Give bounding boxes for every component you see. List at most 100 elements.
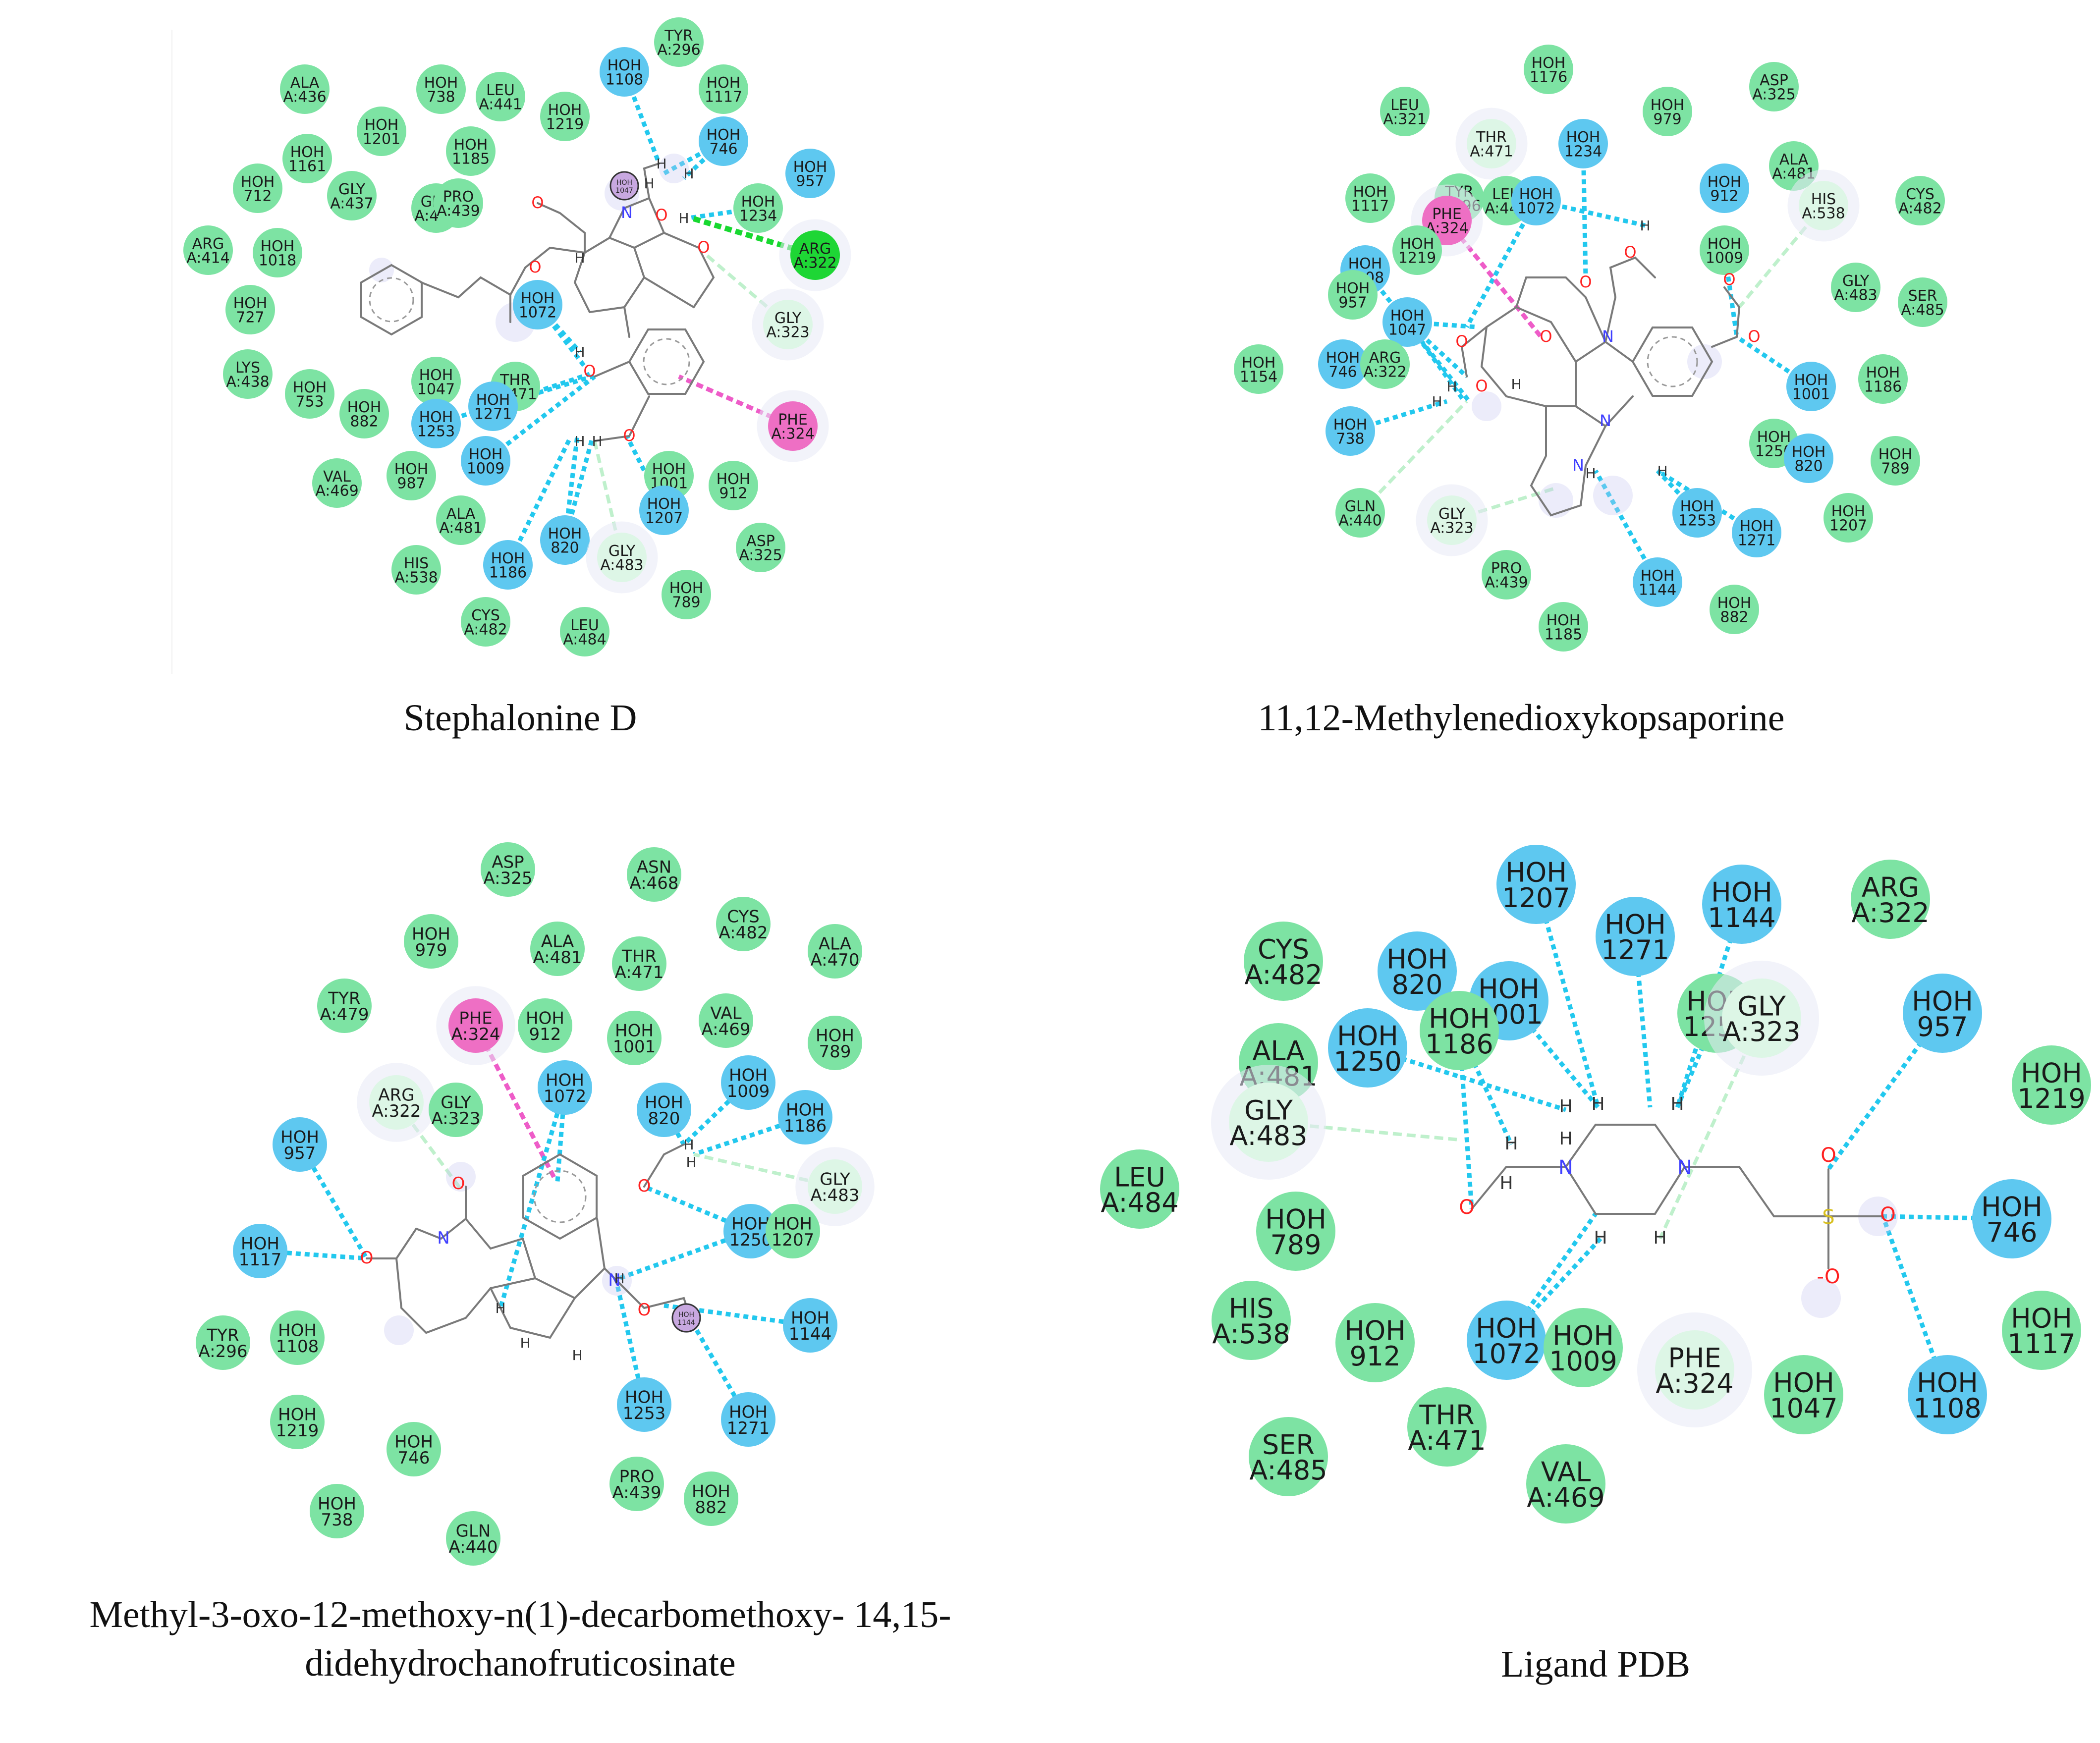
- residue-disc: [310, 1484, 364, 1538]
- residue-disc: [654, 17, 704, 67]
- residue-disc: [699, 64, 748, 114]
- residue-number: 1186: [1864, 379, 1902, 396]
- residue-number: A:325: [739, 547, 782, 564]
- residue-number: A:485: [1901, 302, 1944, 319]
- residue-number: A:482: [464, 621, 507, 639]
- atom-label-o: O: [1459, 1196, 1474, 1219]
- residue-number: A:483: [810, 1186, 859, 1205]
- residue-disc: [357, 107, 406, 156]
- residue-name: HOH: [791, 1308, 829, 1328]
- residue-number: A:439: [612, 1483, 661, 1503]
- residue-disc: [1539, 602, 1588, 652]
- residue-disc: [639, 486, 689, 535]
- residue-disc: [476, 72, 525, 121]
- residue-disc: [434, 178, 483, 228]
- residue-disc: [317, 979, 372, 1033]
- residue-number: A:437: [330, 195, 373, 213]
- atom-label-o: O: [1475, 377, 1488, 395]
- residue-name: ARG: [192, 235, 224, 253]
- residue-name: HOH: [1740, 518, 1774, 535]
- residue-name: HOH: [1265, 1204, 1326, 1235]
- residue-name: ARG: [1369, 349, 1401, 367]
- residue-name: TYR: [664, 27, 693, 45]
- atom-label-n: N: [1600, 411, 1611, 430]
- residue-name: HIS: [1229, 1293, 1274, 1324]
- residue-disc: [1234, 344, 1283, 394]
- atom-label-o: O: [1624, 243, 1636, 262]
- residue-disc: [1467, 1301, 1546, 1380]
- interaction-line: [1405, 321, 1466, 403]
- aromatic-ring-marker: [369, 277, 414, 323]
- residue-disc: [448, 998, 503, 1053]
- residue-number: 1219: [2017, 1083, 2085, 1114]
- residue-disc: [662, 570, 711, 619]
- residue-disc: [530, 922, 585, 976]
- caption-methyl-oxo-compound: Methyl-3-oxo-12-methoxy-n(1)-decarbometh…: [0, 1590, 1041, 1688]
- atom-label-h: H: [614, 1270, 624, 1287]
- residue-disc: [627, 847, 681, 902]
- interaction-line: [1367, 1045, 1567, 1112]
- interaction-line: [1504, 1212, 1598, 1342]
- residue-name: HOH: [692, 1482, 730, 1502]
- interaction-line: [693, 1152, 835, 1189]
- residue-name: HOH: [548, 525, 582, 543]
- residue-name: HIS: [1811, 191, 1836, 208]
- residue-name: HOH: [1242, 354, 1276, 372]
- residue-disc: [196, 1315, 250, 1370]
- residue-number: A:538: [1802, 205, 1845, 222]
- bridge-top: [643, 163, 660, 199]
- residue-name: HOH: [365, 116, 399, 134]
- atom-label-h: H: [1653, 1228, 1666, 1248]
- residue-disc: [721, 1392, 775, 1447]
- residue-name: HOH: [1348, 255, 1382, 272]
- residue-number: 1117: [2007, 1328, 2075, 1360]
- interaction-line: [618, 1229, 752, 1281]
- atom-label-h: H: [1499, 1173, 1513, 1194]
- residue-name: ALA: [446, 505, 476, 523]
- atom-label-h: H: [572, 1347, 582, 1363]
- residue-number: 738: [427, 89, 455, 106]
- residue-number: 1253: [1678, 512, 1716, 530]
- interaction-line: [1735, 335, 1813, 388]
- residue-name: HOH: [1532, 54, 1566, 72]
- residue-name: HOH: [419, 367, 453, 384]
- residue-disc: [1420, 991, 1499, 1070]
- residue-name: HOH: [1711, 877, 1772, 908]
- residue-disc: [1229, 1083, 1308, 1162]
- residue-name: HOH: [1505, 857, 1567, 888]
- residue-disc: [1633, 557, 1682, 607]
- atom-label-om: -O: [1817, 1265, 1840, 1288]
- residue-name: LYS: [235, 359, 260, 377]
- residue-name: HOH: [729, 1066, 768, 1086]
- ester-arm: [1711, 286, 1741, 348]
- residue-disc: [808, 924, 862, 979]
- residue-number: A:470: [810, 950, 859, 970]
- residue-number: 1161: [288, 158, 326, 175]
- small-water-number: 1047: [615, 187, 633, 195]
- residue-disc: [778, 1090, 832, 1144]
- residue-number: 738: [1336, 431, 1364, 448]
